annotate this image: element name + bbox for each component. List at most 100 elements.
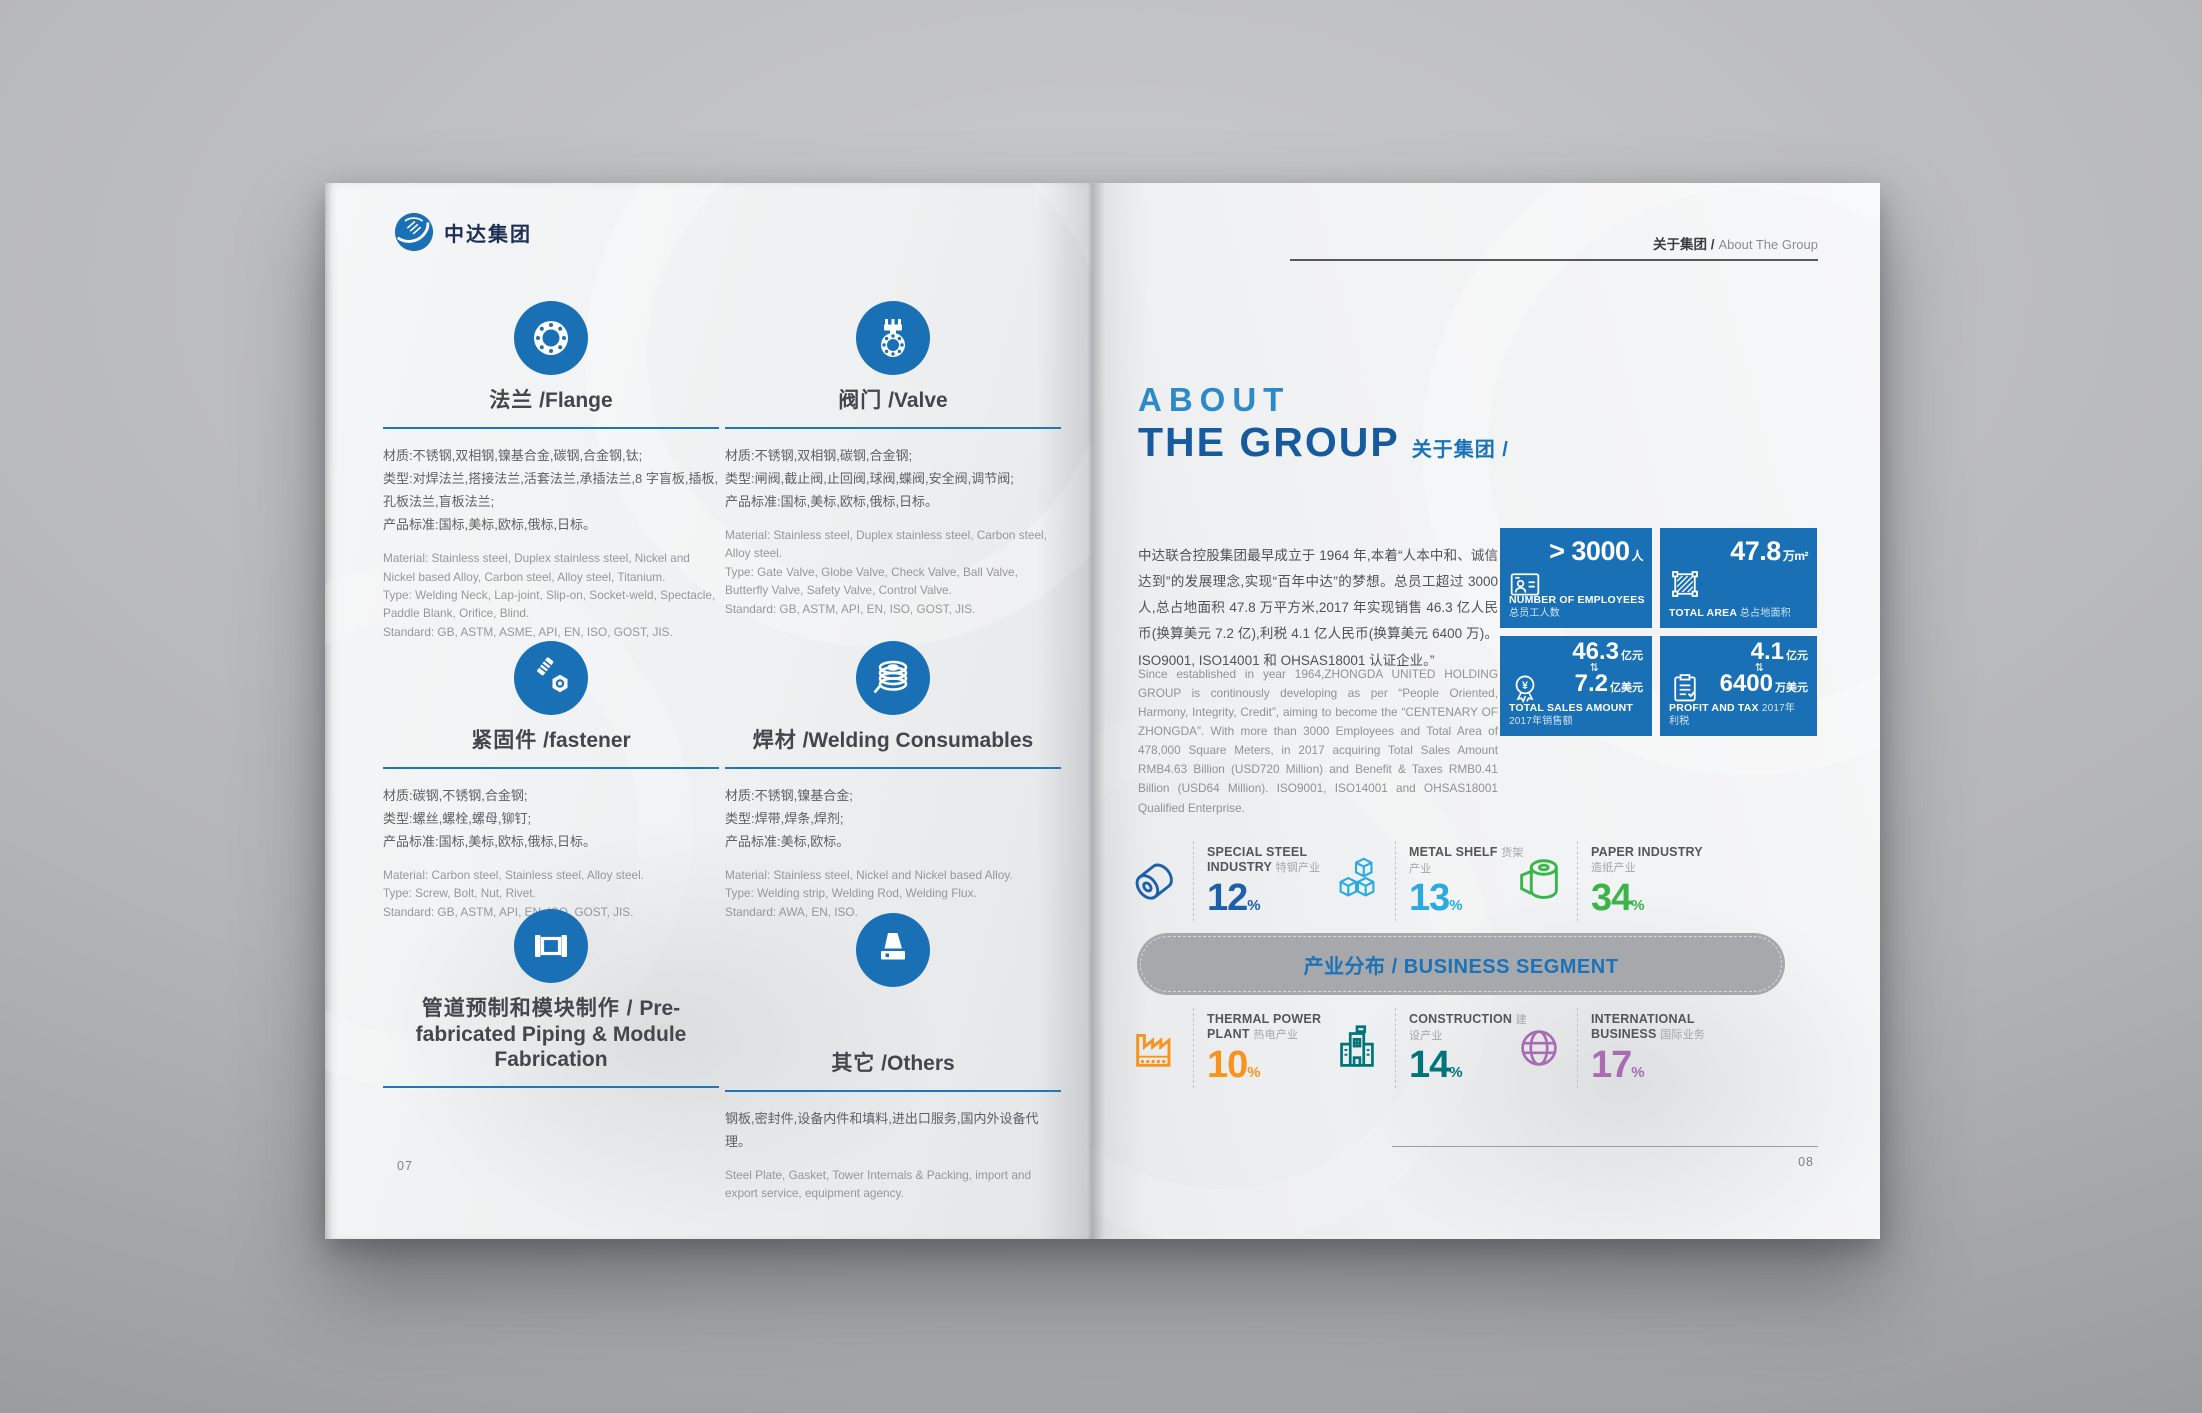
product-text-en: Material: Stainless steel, Duplex stainl… [725,526,1061,618]
dashed-divider [1577,841,1578,921]
stat-box-employees: > 3000 人 NUMBER OF EMPLOYEES 总员工人数 [1500,528,1652,628]
segment-label: SPECIAL STEEL INDUSTRY 特钢产业 [1207,844,1321,875]
zh-line: 材质:碳钢,不锈钢,合金钢; [383,787,528,803]
segment-body: THERMAL POWER PLANT 热电产业 10% [1207,1012,1329,1084]
segment-percentage: 17% [1591,1044,1645,1087]
segment-percentage: 13% [1409,877,1463,920]
area-icon [1669,568,1701,605]
stat-value: 46.3 亿元 ⇅ 7.2 亿美元 [1572,638,1643,697]
product-text-zh: 材质:不锈钢,双相钢,镍基合金,碳钢,合金钢,钛; 类型:对焊法兰,搭接法兰,活… [383,444,719,537]
product-text-zh: 材质:碳钢,不锈钢,合金钢; 类型:螺丝,螺栓,螺母,铆钉; 产品标准:国标,美… [383,784,719,853]
exchange-arrows-icon: ⇅ [1754,661,1764,674]
segment-international: INTERNATIONAL BUSINESS 国际业务 17% [1512,1005,1713,1091]
zh-line: 产品标准:国标,美标,欧标,俄标,日标。 [725,493,939,509]
segment-label: THERMAL POWER PLANT 热电产业 [1207,1011,1322,1042]
zh-line: 类型:对焊法兰,搭接法兰,活套法兰,承插法兰,8 字盲板,插板,孔板法兰,盲板法… [383,470,719,509]
stat-label: PROFIT AND TAX 2017年利税 [1669,701,1796,728]
company-logo-icon [394,212,434,252]
svg-text:¥: ¥ [1522,680,1528,692]
page-number-right: 08 [1798,1155,1814,1169]
segment-special-steel: SPECIAL STEEL INDUSTRY 特钢产业 12% [1128,838,1329,924]
stat-label: TOTAL AREA 总占地面积 [1669,607,1791,620]
profit-clipboard-icon [1669,672,1701,709]
stat-label: NUMBER OF EMPLOYEES 总员工人数 [1509,593,1645,620]
section-title-line1: ABOUT [1138,381,1291,418]
section-title-line2: THE GROUP 关于集团 / [1138,419,1509,465]
segment-label: CONSTRUCTION 建设产业 [1409,1011,1527,1042]
en-line: Standard: GB, ASTM, API, EN, ISO, GOST, … [725,601,976,616]
segment-body: CONSTRUCTION 建设产业 14% [1409,1012,1531,1085]
company-logo-text: 中达集团 [444,223,532,246]
zh-line: 类型:焊带,焊条,焊剂; [725,810,844,826]
pipe-spool-icon [514,909,588,983]
dashed-divider [1193,841,1194,921]
fastener-icon [514,641,588,715]
segment-thermal-power: THERMAL POWER PLANT 热电产业 10% [1128,1005,1329,1091]
stat-value: 47.8 万m² [1730,536,1808,566]
zh-line: 钢板,密封件,设备内件和填料,进出口服务,国内外设备代理。 [725,1110,1039,1149]
banner-title: 产业分布 / BUSINESS SEGMENT [1303,955,1619,978]
segment-body: PAPER INDUSTRY 造纸产业 34% [1591,845,1713,917]
segment-percentage: 34% [1591,877,1645,920]
zh-line: 材质:不锈钢,镍基合金; [725,787,853,803]
segment-body: INTERNATIONAL BUSINESS 国际业务 17% [1591,1012,1713,1084]
sales-seal-icon: ¥ [1509,672,1541,709]
stat-box-area: 47.8 万m² TOTAL AREA 总占地面积 [1660,528,1817,628]
intro-paragraph-en: Since established in year 1964,ZHONGDA U… [1138,666,1498,815]
flange-icon [514,301,588,375]
zh-line: 材质:不锈钢,双相钢,镍基合金,碳钢,合金钢,钛; [383,447,643,463]
en-line: Material: Stainless steel, Nickel and Ni… [725,867,1013,882]
title-underline [725,426,1061,429]
business-segment-banner: 产业分布 / BUSINESS SEGMENT [1137,933,1785,995]
product-section-welding: 焊材 /Welding Consumables 材质:不锈钢,镍基合金; 类型:… [725,641,1061,921]
product-section-piping: 管道预制和模块制作 / Pre-fabricated Piping & Modu… [383,909,719,1088]
factory-icon [1128,1020,1182,1076]
title-underline [383,766,719,769]
en-line: Type: Welding strip, Welding Rod, Weldin… [725,886,977,901]
title-underline [383,1085,719,1088]
product-section-others: 其它 /Others 钢板,密封件,设备内件和填料,进出口服务,国内外设备代理。… [725,913,1061,1203]
stat-box-profit: 4.1 亿元 ⇅ 6400 万美元 PROFIT AND TAX 2017年利税 [1660,636,1817,736]
product-section-fastener: 紧固件 /fastener 材质:碳钢,不锈钢,合金钢; 类型:螺丝,螺栓,螺母… [383,641,719,921]
segment-metal-shelf: METAL SHELF 货架产业 13% [1330,838,1531,924]
dashed-divider [1395,841,1396,921]
product-title: 其它 /Others [831,1052,955,1075]
zh-line: 产品标准:美标,欧标。 [725,833,850,849]
globe-icon [1512,1020,1566,1076]
title-underline [725,1089,1061,1092]
section-title-suffix: 关于集团 / [1411,439,1509,461]
page-left: 中达集团 法兰 /Flange 材质:不锈钢,双相钢,镍基合金,碳钢,合金钢,钛… [325,183,1092,1239]
product-title: 管道预制和模块制作 / Pre-fabricated Piping & Modu… [415,997,687,1072]
product-text-en: Material: Stainless steel, Nickel and Ni… [725,866,1061,921]
valve-icon [856,301,930,375]
zh-line: 产品标准:国标,美标,欧标,俄标,日标。 [383,833,597,849]
zh-line: 产品标准:国标,美标,欧标,俄标,日标。 [383,516,597,532]
brochure-spread: 中达集团 法兰 /Flange 材质:不锈钢,双相钢,镍基合金,碳钢,合金钢,钛… [325,183,1880,1239]
stat-value: 4.1 亿元 ⇅ 6400 万美元 [1719,638,1808,697]
en-line: Type: Gate Valve, Globe Valve, Check Val… [725,564,1018,598]
title-underline [725,766,1061,769]
product-text-zh: 钢板,密封件,设备内件和填料,进出口服务,国内外设备代理。 [725,1107,1061,1153]
en-line: Type: Welding Neck, Lap-joint, Slip-on, … [383,587,716,621]
company-logo: 中达集团 [393,211,532,253]
welding-coil-icon [856,641,930,715]
zh-line: 类型:螺丝,螺栓,螺母,铆钉; [383,810,532,826]
product-text-zh: 材质:不锈钢,镍基合金; 类型:焊带,焊条,焊剂; 产品标准:美标,欧标。 [725,784,1061,853]
page-number-left: 07 [397,1159,413,1173]
stat-box-sales: 46.3 亿元 ⇅ 7.2 亿美元 ¥ TOTAL SALES AMOUNT 201… [1500,636,1652,736]
segment-label: PAPER INDUSTRY 造纸产业 [1591,844,1703,875]
segment-body: SPECIAL STEEL INDUSTRY 特钢产业 12% [1207,845,1329,917]
header-rule [1290,259,1818,261]
title-underline [383,426,719,429]
zh-line: 类型:闸阀,截止阀,止回阀,球阀,蝶阀,安全阀,调节阀; [725,470,1014,486]
segment-percentage: 14% [1409,1044,1463,1087]
en-line: Standard: AWA, EN, ISO. [725,904,858,919]
page-header-en: About The Group [1718,237,1819,252]
steel-roll-icon [1128,853,1182,909]
paper-roll-icon [1512,853,1566,909]
footer-rule [1392,1146,1818,1147]
segment-label: INTERNATIONAL BUSINESS 国际业务 [1591,1011,1706,1042]
en-line: Standard: GB, ASTM, ASME, API, EN, ISO, … [383,624,673,639]
page-header-zh: 关于集团 / [1652,237,1715,252]
